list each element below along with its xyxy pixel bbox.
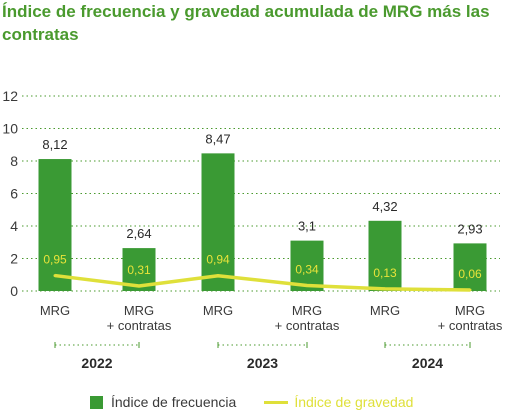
chart-legend: Índice de frecuencia Índice de gravedad [90,394,441,410]
y-tick-label: 2 [10,251,18,267]
bar-frecuencia [38,159,72,291]
legend-swatch-frecuencia [90,395,103,409]
point-gravedad [216,274,220,278]
legend-swatch-gravedad [264,400,289,404]
point-gravedad [468,288,472,292]
y-tick-label: 10 [2,121,18,137]
year-label: 2023 [247,355,278,371]
bar-frecuencia [453,243,487,291]
legend-label-gravedad: Índice de gravedad [294,394,414,410]
point-gravedad [383,287,387,291]
bar-value-label: 2,64 [126,226,151,241]
line-value-label: 0,94 [206,253,230,267]
legend-label-frecuencia: Índice de frecuencia [111,394,237,410]
category-label: + contratas [107,318,172,333]
bar-frecuencia [368,220,402,291]
y-tick-label: 0 [10,283,18,299]
point-gravedad [137,284,141,288]
bar-value-label: 8,47 [205,131,230,146]
line-value-label: 0,31 [127,263,151,277]
line-value-label: 0,06 [458,267,482,281]
category-label: MRG [292,303,322,318]
y-tick-label: 4 [10,218,18,234]
line-value-label: 0,95 [43,253,67,267]
chart-title: Índice de frecuencia y gravedad acumulad… [2,2,490,44]
category-label: MRG [370,303,400,318]
y-tick-label: 12 [2,88,18,104]
legend-item-gravedad: Índice de gravedad [264,394,413,410]
bar-value-label: 4,32 [372,199,397,214]
category-label: + contratas [275,318,340,333]
category-label: MRG [203,303,233,318]
bar-value-label: 8,12 [42,137,67,152]
year-label: 2024 [412,355,443,371]
y-tick-label: 6 [10,186,18,202]
bar-value-label: 3,1 [298,219,316,234]
line-gravedad [54,273,471,292]
legend-item-frecuencia: Índice de frecuencia [90,394,236,410]
line-value-label: 0,13 [373,266,397,280]
bar-value-label: 2,93 [457,221,482,236]
point-gravedad [305,283,309,287]
line-value-label: 0,34 [295,262,319,276]
category-label: MRG [455,303,485,318]
category-label: MRG [40,303,70,318]
bar-frecuencia [201,153,235,291]
category-label: + contratas [438,318,503,333]
category-label: MRG [124,303,154,318]
year-label: 2022 [81,355,112,371]
point-gravedad [53,274,57,278]
y-tick-label: 8 [10,153,18,169]
